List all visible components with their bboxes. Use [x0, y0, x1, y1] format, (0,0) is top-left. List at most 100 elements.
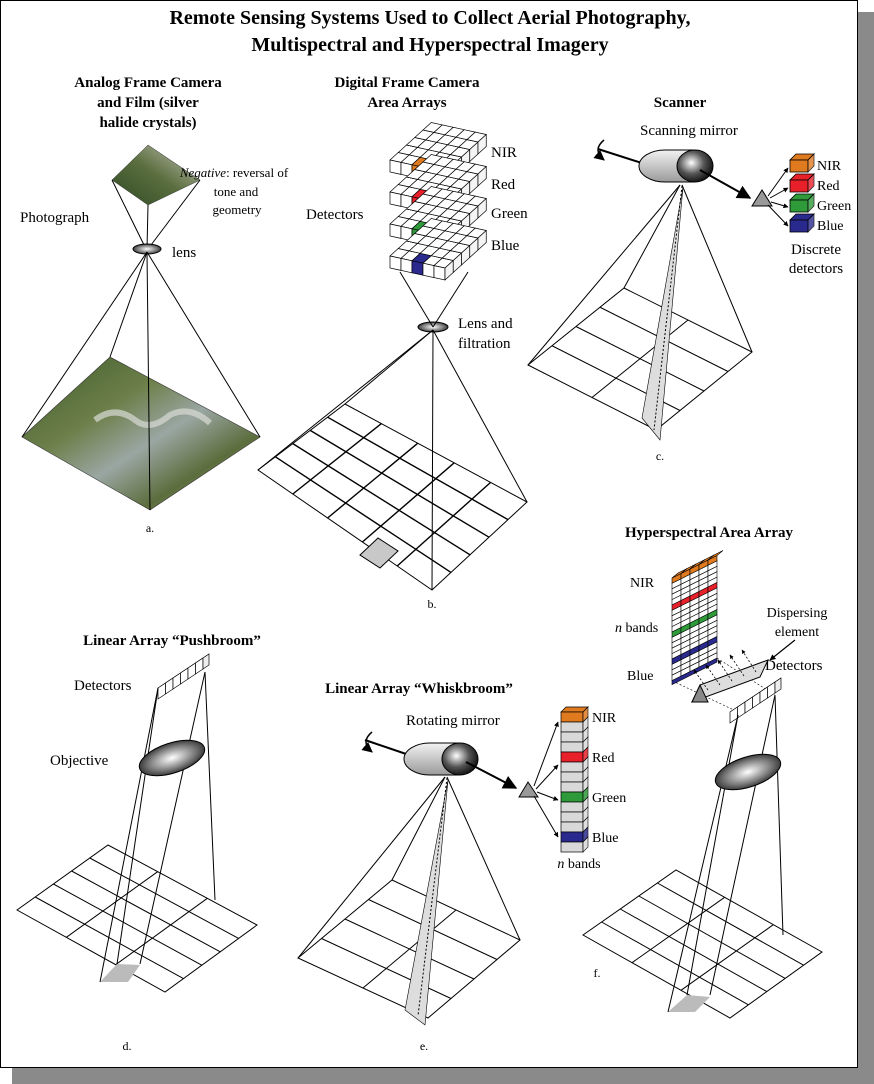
detector-cube-front	[790, 220, 808, 232]
band-cell	[561, 762, 583, 772]
detector-cube-front	[790, 180, 808, 192]
panel-b-heading-1: Digital Frame Camera	[335, 75, 480, 91]
band-e-nir: NIR	[592, 711, 617, 726]
discrete-detectors-c	[790, 154, 814, 232]
panel-a-heading-1: Analog Frame Camera	[74, 75, 222, 91]
prism-c-icon	[752, 190, 772, 206]
panel-d-heading: Linear Array “Pushbroom”	[83, 633, 261, 649]
band-cell	[561, 752, 583, 762]
rotating-mirror-icon	[442, 743, 478, 775]
objective-label: Objective	[50, 753, 109, 769]
band-b-nir: NIR	[491, 145, 517, 161]
linear-detector-d	[158, 654, 209, 699]
detectors-b-label: Detectors	[306, 207, 364, 223]
photograph-label: Photograph	[20, 210, 90, 226]
linear-cell-front	[760, 687, 768, 703]
band-cell	[561, 802, 583, 812]
detector-cell-front	[423, 263, 434, 277]
nir-f-label: NIR	[630, 576, 655, 591]
band-cell	[561, 782, 583, 792]
band-b-green: Green	[491, 206, 528, 222]
negative-label-3: geometry	[212, 202, 262, 217]
panel-b-heading-2: Area Arrays	[367, 95, 446, 111]
ground-plane	[17, 845, 257, 992]
detector-cell-front	[412, 261, 423, 275]
lens-a-label: lens	[172, 245, 196, 261]
title-line-1: Remote Sensing Systems Used to Collect A…	[169, 7, 690, 29]
linear-cell-front	[166, 678, 174, 694]
panel-b-digital-camera: Digital Frame Camera Area Arrays Detecto…	[258, 75, 528, 611]
band-c-blue: Blue	[817, 219, 843, 234]
panel-a-heading-2: and Film (silver	[97, 95, 199, 111]
linear-cell-front	[188, 663, 196, 679]
detector-stack-b	[390, 123, 486, 281]
panel-c-scanner: Scanner Scanning mirror NIR Red Green	[528, 95, 851, 463]
discrete-label-1: Discrete	[791, 242, 841, 258]
band-e-red: Red	[592, 751, 615, 766]
panel-e-heading: Linear Array “Whiskbroom”	[325, 681, 513, 697]
band-cell	[561, 812, 583, 822]
discrete-label-2: detectors	[789, 261, 843, 277]
panel-f-heading: Hyperspectral Area Array	[625, 525, 794, 541]
band-cell	[561, 772, 583, 782]
linear-cell-front	[738, 702, 746, 718]
negative-label-1: Negative: reversal of	[179, 165, 289, 180]
band-c-nir: NIR	[817, 159, 842, 174]
detector-cell-front	[390, 256, 401, 270]
dispersing-label-2: element	[775, 625, 819, 640]
detector-cell-front	[390, 224, 401, 238]
objective-lens-icon	[135, 733, 209, 783]
linear-cell-front	[768, 682, 776, 698]
blue-f-label: Blue	[627, 669, 653, 684]
detectors-d-label: Detectors	[74, 678, 132, 694]
panel-e-whiskbroom: Linear Array “Whiskbroom” Rotating mirro…	[298, 681, 626, 1053]
band-cell	[561, 712, 583, 722]
panel-a-heading-3: halide crystals)	[99, 115, 196, 131]
band-c-green: Green	[817, 199, 851, 214]
ground-grid-d	[17, 845, 257, 992]
linear-cell-front	[173, 673, 181, 689]
linear-cell-end	[203, 654, 209, 669]
linear-cell-end	[775, 678, 781, 693]
rotating-mirror-label: Rotating mirror	[406, 713, 500, 729]
band-b-blue: Blue	[491, 238, 520, 254]
caption-b: b.	[428, 597, 437, 611]
band-e-green: Green	[592, 791, 626, 806]
dispersing-label-1: Dispersing	[767, 606, 828, 621]
band-b-red: Red	[491, 177, 516, 193]
band-cell	[561, 722, 583, 732]
caption-a: a.	[146, 521, 154, 535]
photograph-image	[22, 357, 260, 510]
scanning-mirror-label: Scanning mirror	[640, 123, 738, 139]
panel-d-pushbroom: Linear Array “Pushbroom” Detectors Objec…	[17, 633, 261, 1053]
panel-f-hyperspectral: Hyperspectral Area Array NIR n bands Blu…	[583, 525, 827, 1018]
band-e-blue: Blue	[592, 831, 618, 846]
linear-cell-front	[158, 683, 166, 699]
ground-grid-b	[258, 404, 527, 590]
ground-plane	[583, 870, 822, 1018]
caption-c: c.	[656, 449, 664, 463]
spectral-column-e	[561, 707, 588, 852]
detector-cell-front	[401, 258, 412, 272]
linear-cell-front	[753, 692, 761, 708]
band-cell	[561, 822, 583, 832]
n-bands-f-label: n bands	[615, 621, 658, 636]
lens-b-label-2: filtration	[458, 336, 511, 352]
caption-d: d.	[123, 1039, 132, 1053]
detector-cube-front	[790, 200, 808, 212]
detector-cell-front	[434, 266, 445, 280]
lens-b-label-1: Lens and	[458, 316, 513, 332]
detector-cell-front	[390, 192, 401, 206]
ground-grid-f	[583, 870, 822, 1018]
ground-plane	[258, 404, 527, 590]
band-cell	[561, 842, 583, 852]
caption-e: e.	[420, 1039, 428, 1053]
title-line-2: Multispectral and Hyperspectral Imagery	[251, 34, 608, 56]
caption-f: f.	[594, 966, 601, 980]
negative-label-2: tone and	[214, 184, 259, 199]
n-bands-e-label: n bands	[557, 857, 600, 872]
scanning-mirror-icon	[677, 150, 713, 182]
band-cell	[561, 832, 583, 842]
